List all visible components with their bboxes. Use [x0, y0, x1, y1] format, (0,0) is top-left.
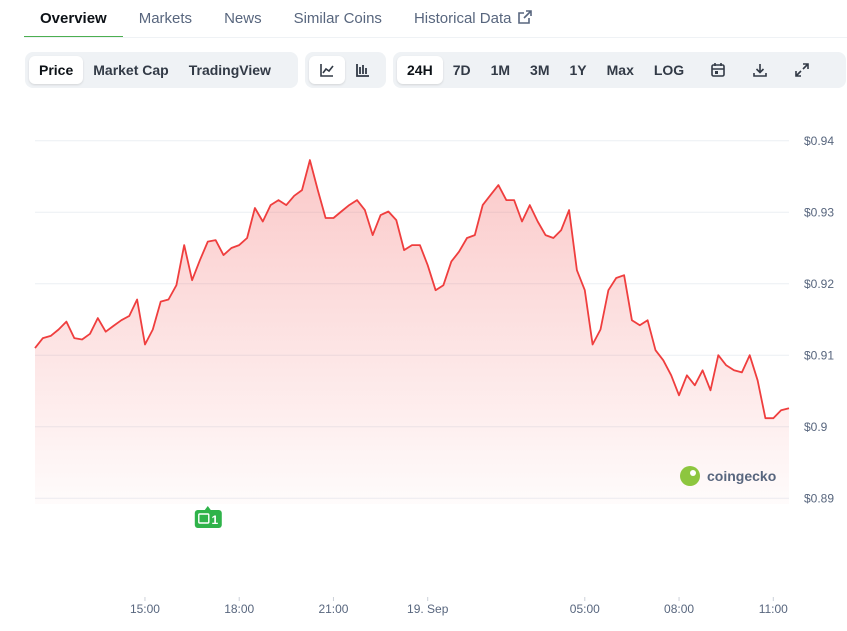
icon — [711, 63, 726, 77]
fullscreen-button[interactable] — [784, 56, 820, 84]
range-button[interactable]: 7D — [452, 62, 471, 78]
metric-button[interactable]: Price — [29, 56, 84, 84]
line-chart-button[interactable] — [309, 56, 345, 84]
x-tick-label: 11:00 — [759, 602, 788, 616]
tab-label: News — [224, 10, 262, 27]
price-area — [35, 160, 789, 504]
range-button[interactable]: 1M — [490, 62, 511, 78]
metric-group: Price Market Cap TradingView — [25, 52, 298, 88]
y-tick-label: $0.91 — [804, 348, 834, 362]
chart-style-group — [305, 52, 386, 88]
tab[interactable]: News — [208, 0, 278, 38]
x-tick-label: 05:00 — [570, 602, 600, 616]
watermark: coingecko — [680, 466, 776, 486]
download-button[interactable] — [742, 56, 778, 84]
tab[interactable]: Similar Coins — [278, 0, 398, 38]
icon — [795, 63, 810, 77]
price-line — [34, 159, 790, 420]
tab[interactable]: Historical Data — [398, 0, 549, 38]
range-group: 24H 7D 1M 3M 1Y Max LOG — [393, 52, 846, 88]
y-tick-label: $0.9 — [804, 420, 828, 434]
tab-label: Overview — [40, 10, 107, 27]
tab-label: Historical Data — [413, 10, 512, 27]
tab[interactable]: Markets — [123, 0, 208, 38]
range-button[interactable]: 1Y — [569, 62, 587, 78]
watermark-text: coingecko — [707, 468, 776, 484]
divider — [24, 37, 847, 38]
icon — [753, 64, 768, 77]
tab-label: Markets — [138, 10, 193, 27]
calendar-button[interactable] — [700, 56, 736, 84]
x-tick-label: 15:00 — [130, 602, 160, 616]
tab-label: Similar Coins — [293, 10, 382, 27]
y-tick-label: $0.89 — [804, 491, 834, 505]
y-tick-label: $0.92 — [804, 277, 834, 291]
event-pointer — [204, 506, 211, 510]
candle-chart-button[interactable] — [345, 56, 381, 84]
event-icon — [198, 513, 210, 524]
range-button[interactable]: 3M — [530, 62, 550, 78]
event-label: 1 — [211, 513, 218, 527]
x-tick-label: 21:00 — [318, 602, 348, 616]
external-icon — [518, 10, 533, 24]
metric-button[interactable]: TradingView — [188, 62, 271, 78]
x-tick-label: 08:00 — [664, 602, 694, 616]
range-button[interactable]: 24H — [397, 56, 443, 84]
x-tick-label: 19. Sep — [407, 602, 449, 616]
metric-button[interactable]: Market Cap — [93, 62, 169, 78]
event-marker: 1 — [194, 506, 222, 528]
y-tick-label: $0.94 — [804, 134, 834, 148]
y-tick-label: $0.93 — [804, 205, 834, 219]
tabs: Overview Markets News Similar Coins Historic… — [24, 0, 549, 38]
x-tick-label: 18:00 — [224, 602, 254, 616]
plot — [34, 159, 790, 504]
tab[interactable]: Overview — [24, 0, 123, 38]
range-button[interactable]: Max — [606, 62, 634, 78]
range-button[interactable]: LOG — [653, 62, 685, 78]
